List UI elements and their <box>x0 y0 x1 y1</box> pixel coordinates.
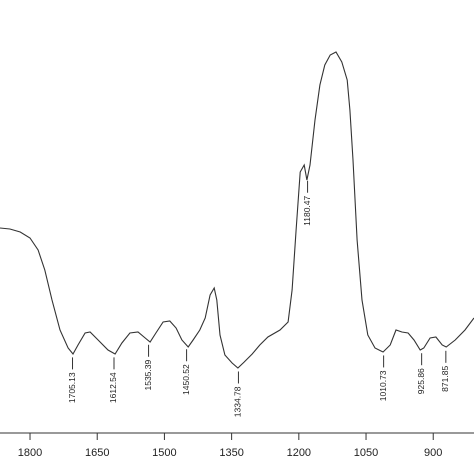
peak-label: 1334.78 <box>233 386 243 417</box>
peak-label: 1180.47 <box>302 195 312 225</box>
peak-label: 871.85 <box>440 366 450 392</box>
x-tick-label: 900 <box>424 447 442 459</box>
x-tick-label: 1350 <box>219 447 243 459</box>
x-tick-label: 1800 <box>18 447 42 459</box>
peak-label: 1612.54 <box>108 372 118 403</box>
peak-label: 1010.73 <box>378 370 388 401</box>
x-tick-label: 1050 <box>354 447 378 459</box>
peak-label: 1705.13 <box>67 372 77 403</box>
x-tick-label: 1650 <box>85 447 109 459</box>
peak-label: 1450.52 <box>181 364 191 395</box>
peak-label: 1535.39 <box>143 360 153 391</box>
x-tick-label: 1200 <box>287 447 311 459</box>
spectrum-line <box>0 51 474 369</box>
x-tick-label: 1500 <box>152 447 176 459</box>
peak-label: 925.86 <box>416 368 426 394</box>
